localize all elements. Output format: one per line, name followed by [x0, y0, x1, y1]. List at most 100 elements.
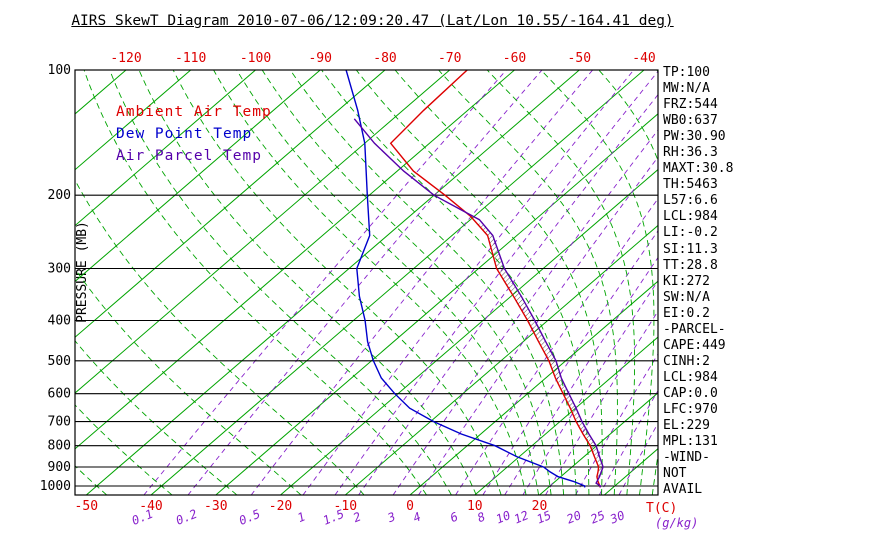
isotherm-line	[215, 113, 658, 495]
bottom-temp-label: -40	[139, 499, 162, 514]
pressure-tick-label: 100	[48, 63, 71, 78]
mixing-ratio-label: 6	[448, 509, 460, 525]
plot-border	[74, 69, 659, 496]
sounding-param-line: KI:272	[663, 273, 710, 289]
moist-adiabat-line	[109, 70, 452, 495]
moist-adiabat-line	[540, 70, 655, 495]
mixing-ratio-line	[618, 422, 658, 495]
pressure-tick-label: 500	[48, 354, 71, 369]
moist-adiabat-line	[355, 70, 590, 495]
mixing-ratio-line	[250, 70, 593, 495]
sounding-param-line: TT:28.8	[663, 257, 718, 273]
mixing-ratio-label: 20	[565, 508, 584, 526]
moist-adiabat-line	[261, 70, 552, 495]
moist-adiabat-line	[83, 70, 427, 495]
isotherm-line	[75, 70, 451, 394]
dew-point-curve	[345, 70, 586, 488]
mixing-ratio-label: 4	[411, 509, 423, 525]
plot-background-lines	[0, 70, 658, 495]
pressure-tick-label: 300	[48, 262, 71, 277]
chart-title: AIRS SkewT Diagram 2010-07-06/12:09:20.4…	[71, 13, 674, 29]
isotherm-line	[85, 70, 580, 495]
moist-adiabat-line	[438, 70, 618, 495]
top-temp-label: -110	[175, 51, 206, 66]
mixing-ratio-label: 12	[512, 508, 531, 526]
isotherm-line	[344, 224, 658, 495]
bottom-temp-label: -30	[204, 499, 227, 514]
moist-adiabat-line	[394, 70, 603, 495]
mixing-ratio-label: 30	[607, 508, 627, 527]
moist-adiabat-line	[486, 70, 636, 495]
sounding-param-line: SI:11.3	[663, 241, 718, 257]
sounding-param-line: PW:30.90	[663, 129, 726, 145]
mixing-ratio-line	[482, 230, 658, 495]
sounding-param-line: RH:36.3	[663, 145, 718, 161]
sounding-param-line: SW:N/A	[663, 289, 710, 305]
isotherm-line	[409, 280, 658, 495]
temp-unit-label: T(C)	[646, 501, 677, 516]
isotherm-line	[75, 70, 127, 115]
sounding-param-line: TH:5463	[663, 177, 718, 193]
moist-adiabat-line	[75, 465, 108, 495]
top-temp-label: -120	[110, 51, 141, 66]
isotherm-line	[150, 70, 645, 495]
top-temp-label: -100	[240, 51, 271, 66]
isotherm-line	[603, 448, 658, 495]
top-temp-label: -70	[438, 51, 461, 66]
moist-adiabat-line	[75, 268, 302, 495]
isotherm-line	[75, 70, 192, 171]
isotherm-line	[0, 70, 61, 495]
top-temp-label: -60	[503, 51, 526, 66]
pressure-tick-label: 1000	[40, 479, 71, 494]
sounding-param-line: LI:-0.2	[663, 225, 718, 241]
mixing-ratio-line	[598, 389, 658, 495]
mixing-ratio-line	[358, 93, 658, 495]
sounding-param-line: EI:0.2	[663, 305, 710, 321]
moist-adiabat-line	[172, 70, 502, 495]
isotherm-line	[75, 70, 256, 227]
sounding-param-line: AVAIL	[663, 482, 703, 498]
ambient-temp-curve	[389, 70, 601, 488]
bottom-temp-label: -50	[75, 499, 98, 514]
moist-adiabat-line	[138, 70, 477, 495]
top-temp-label: -90	[308, 51, 331, 66]
sounding-param-line: WB0:637	[663, 113, 718, 129]
moist-adiabat-line	[321, 70, 577, 495]
sounding-param-line: -PARCEL-	[663, 321, 726, 337]
bottom-temp-label: -20	[269, 499, 292, 514]
sounding-param-line: L57:6.6	[663, 193, 718, 209]
pressure-tick-label: 200	[48, 188, 71, 203]
pressure-tick-label: 400	[48, 314, 71, 329]
pressure-tick-label: 800	[48, 439, 71, 454]
mixing-ratio-label: 0.5	[237, 507, 262, 528]
mixing-ratio-line	[334, 70, 658, 495]
pressure-tick-label: 900	[48, 460, 71, 475]
parcel-temp-curve	[353, 118, 604, 488]
mixing-ratio-label: 15	[535, 508, 554, 526]
bottom-temp-label: 0	[406, 499, 414, 514]
mixing-ratio-line	[455, 197, 658, 495]
mixing-ratio-label: 25	[588, 508, 607, 526]
sounding-param-line: -WIND-	[663, 450, 710, 466]
isotherm-line	[280, 168, 658, 495]
mixing-ratio-line	[143, 70, 507, 495]
sounding-param-line: MPL:131	[663, 434, 718, 450]
legend-parcel-label: Air Parcel Temp	[116, 148, 262, 164]
sounding-curves	[345, 70, 604, 488]
pressure-axis-title: PRESSURE (MB)	[75, 221, 90, 323]
sounding-param-line: LFC:970	[663, 401, 718, 417]
mixing-ratio-label: 2	[351, 509, 363, 525]
mixing-ratio-line	[522, 280, 658, 495]
sounding-param-line: CINH:2	[663, 353, 710, 369]
isotherm-line	[539, 392, 658, 495]
bottom-temp-label: 10	[467, 499, 483, 514]
mixing-ratio-line	[302, 70, 635, 495]
legend-ambient-label: Ambient Air Temp	[116, 104, 272, 120]
moist-adiabat-line	[213, 70, 527, 495]
mixing-ratio-label: 10	[494, 508, 513, 526]
sounding-param-line: CAP:0.0	[663, 385, 718, 401]
sounding-param-line: LCL:984	[663, 209, 718, 225]
pressure-tick-label: 700	[48, 415, 71, 430]
